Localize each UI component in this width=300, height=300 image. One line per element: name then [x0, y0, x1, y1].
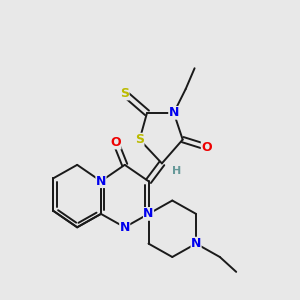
- Text: N: N: [191, 237, 201, 250]
- Text: O: O: [201, 140, 212, 154]
- Text: H: H: [172, 166, 182, 176]
- Text: O: O: [110, 136, 121, 149]
- Text: S: S: [120, 87, 129, 100]
- Text: N: N: [119, 221, 130, 234]
- Text: S: S: [135, 133, 144, 146]
- Text: N: N: [143, 207, 154, 220]
- Text: N: N: [169, 106, 179, 119]
- Text: N: N: [96, 175, 106, 188]
